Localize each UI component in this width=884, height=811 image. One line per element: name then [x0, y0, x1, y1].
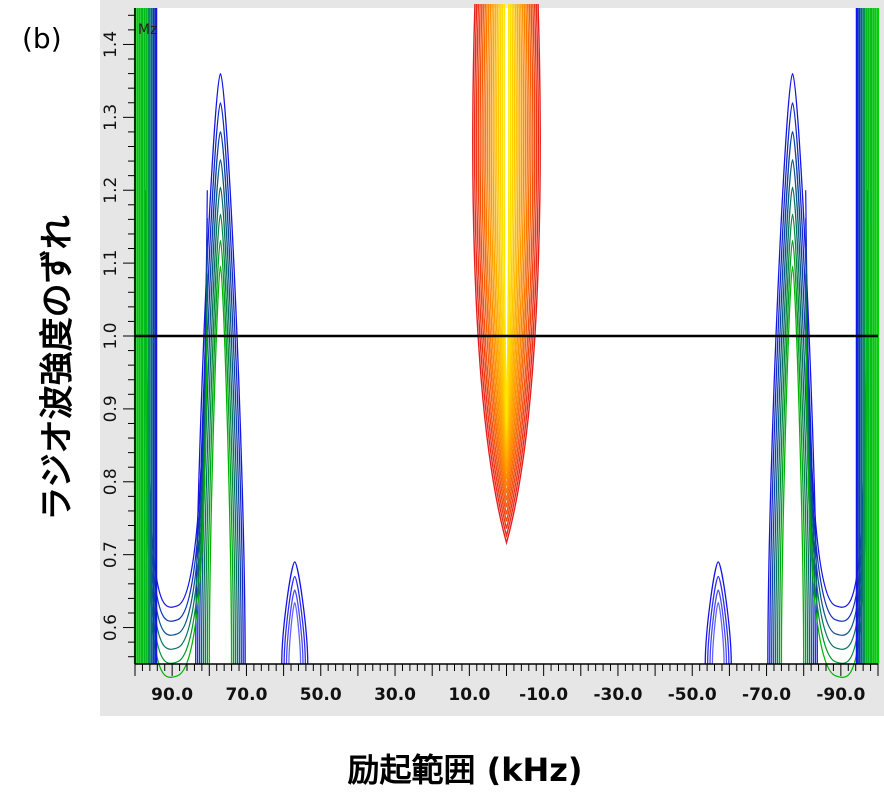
contour-line-right-small-lobe [711, 601, 725, 665]
contour-line-center [475, 3, 538, 529]
y-tick-label: 1.3 [101, 104, 121, 131]
x-tick-label: -10.0 [519, 685, 568, 705]
contour-line-center [496, 3, 517, 451]
contour-line-center [494, 3, 519, 459]
contour-line-left-side-lobe [208, 265, 233, 665]
x-tick-label: 10.0 [448, 685, 490, 705]
axes-layer: 90.0 70.0 50.0 30.0 10.0 -10.0 -30.0 -50.0 -70.0… [101, 8, 879, 705]
contour-line-right-side-lobe [767, 72, 818, 665]
contour-chart: 90.0 70.0 50.0 30.0 10.0 -10.0 -30.0 -50.0 -70.0… [100, 0, 884, 716]
contour-line-left-small-lobe [283, 575, 307, 665]
contour-line-center [492, 3, 521, 466]
contour-line-left-side-lobe [206, 239, 235, 665]
y-tick-label: 1.2 [101, 177, 121, 204]
y-axis-label: ラジオ波強度のずれ [37, 215, 78, 521]
x-tick-label: -50.0 [668, 685, 717, 705]
contour-line-left-small-lobe [288, 601, 302, 665]
y-tick-label: 0.6 [101, 614, 121, 641]
contour-line-center [481, 3, 532, 508]
contour-line-center [503, 3, 510, 423]
contour-line-left-side-lobe [195, 72, 246, 665]
contour-line-center [472, 3, 541, 546]
contour-line-left-side-lobe [202, 186, 239, 665]
contour-line-right-side-lobe [776, 213, 809, 665]
contour-line-left-small-lobe [285, 589, 304, 665]
contour-line-center [477, 3, 536, 522]
contour-line-center [473, 3, 540, 539]
contour-line-center [490, 3, 523, 473]
contour-line-right-small-lobe [704, 561, 732, 665]
x-tick-label: 30.0 [374, 685, 416, 705]
y-tick-label: 1.4 [101, 31, 121, 58]
x-tick-label: -70.0 [742, 685, 791, 705]
y-tick-label: 0.8 [101, 468, 121, 495]
corner-label: Mz [138, 22, 157, 38]
x-tick-label: 70.0 [225, 685, 267, 705]
contour-line-left-side-lobe [204, 213, 237, 665]
y-tick-label: 0.9 [101, 395, 121, 422]
y-tick-label: 0.7 [101, 541, 121, 568]
y-tick-label: 1.1 [101, 250, 121, 277]
contour-line-right-small-lobe [709, 589, 728, 665]
contour-line-left-small-lobe [281, 561, 309, 665]
x-tick-label: 50.0 [300, 685, 342, 705]
contour-line-center [483, 3, 530, 501]
y-tick-label: 1.0 [101, 322, 121, 349]
x-tick-label: 90.0 [151, 685, 193, 705]
contour-line-right-side-lobe [780, 265, 805, 665]
contour-line-right-small-lobe [706, 575, 730, 665]
contour-line-right-side-lobe [774, 186, 811, 665]
contour-line-center [488, 3, 525, 480]
x-tick-label: -30.0 [593, 685, 642, 705]
contour-line-right-side-lobe [778, 239, 807, 665]
contour-line-center [485, 3, 528, 494]
contour-line-center [486, 3, 527, 487]
panel-label: (b) [22, 22, 62, 55]
x-tick-label: -90.0 [816, 685, 865, 705]
contour-line-center [497, 3, 516, 444]
x-axis-label: 励起範囲 (kHz) [347, 751, 583, 789]
contour-line-center [479, 3, 534, 515]
contour-line-center [501, 3, 512, 430]
contour-line-center [499, 3, 514, 437]
